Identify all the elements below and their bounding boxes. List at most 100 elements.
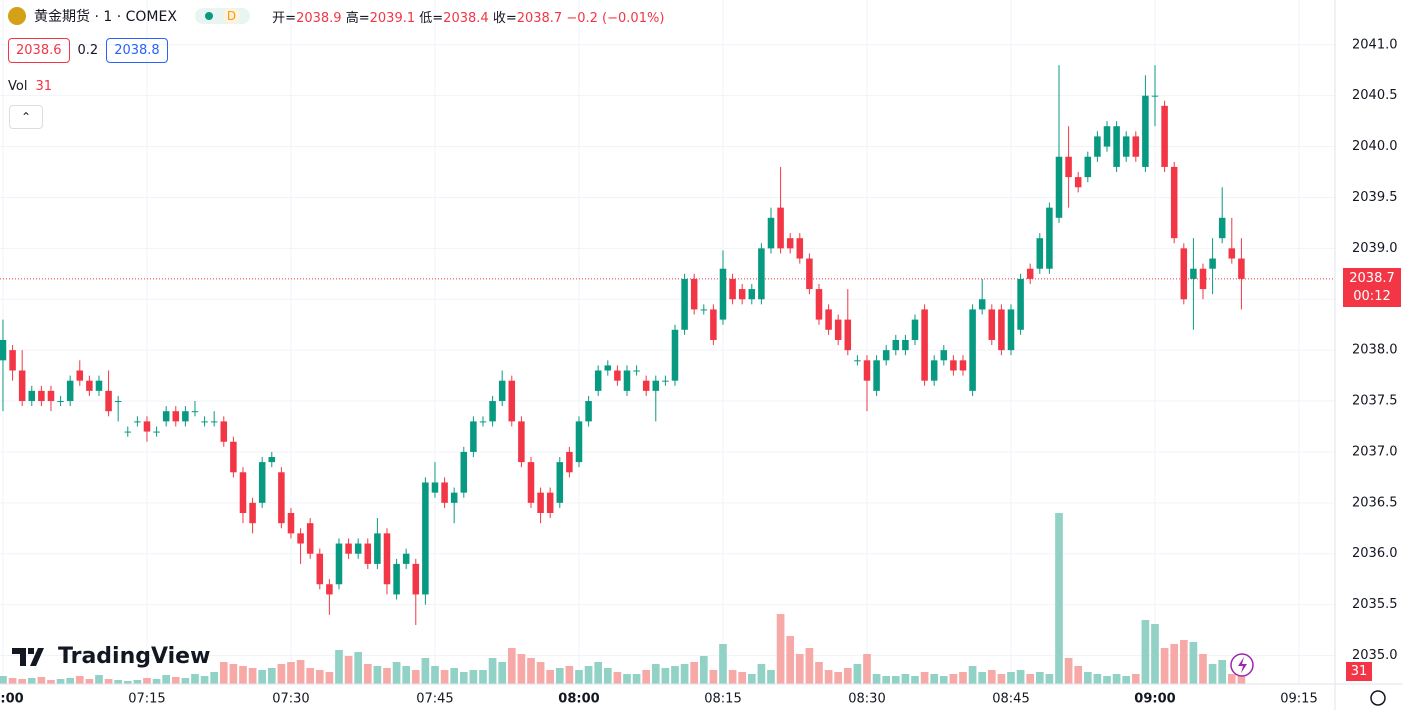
- candle-body: [959, 360, 967, 371]
- candle-body: [172, 411, 180, 422]
- volume-bar: [296, 660, 305, 684]
- buy-button[interactable]: 2038.8: [106, 38, 168, 63]
- collapse-button[interactable]: ⌃: [9, 105, 43, 129]
- settings-button[interactable]: [1370, 690, 1386, 706]
- volume-bar: [594, 662, 603, 684]
- volume-bar: [143, 678, 151, 684]
- grid: [0, 0, 1335, 684]
- candle-body: [95, 380, 103, 391]
- candle-body: [498, 380, 506, 402]
- candle-body: [450, 492, 458, 503]
- candle-body: [854, 360, 861, 362]
- market-status[interactable]: D: [194, 8, 251, 24]
- quote-row: 2038.6 0.2 2038.8: [8, 38, 168, 63]
- candle-body: [585, 401, 592, 422]
- volume-bar: [757, 664, 766, 684]
- volume-bar: [335, 650, 343, 684]
- volume-bar: [671, 666, 679, 684]
- volume-bar: [795, 654, 804, 684]
- sell-button[interactable]: 2038.6: [8, 38, 70, 63]
- candle-body: [0, 339, 7, 361]
- candle-body: [28, 390, 36, 402]
- volume-bar: [882, 676, 891, 684]
- last-price-label: 2038.7 00:12: [1343, 268, 1401, 307]
- candle-body: [1161, 105, 1168, 167]
- volume-bar: [805, 648, 814, 684]
- spread: 0.2: [77, 43, 99, 58]
- candle-body: [537, 492, 544, 513]
- candle-body: [57, 401, 64, 403]
- candle-body: [729, 278, 736, 300]
- candle-body: [719, 268, 727, 320]
- candle-body: [1007, 309, 1015, 351]
- candle-body: [623, 370, 631, 391]
- candle-body: [1046, 207, 1053, 269]
- candle-body: [546, 492, 554, 513]
- candle-body: [278, 472, 285, 524]
- volume-bar: [1103, 676, 1111, 684]
- volume-bar: [709, 670, 718, 684]
- candle-body: [815, 289, 823, 320]
- candle-body: [671, 329, 679, 381]
- candle-body: [796, 238, 804, 259]
- candle-body: [633, 370, 640, 372]
- volume-bar: [834, 672, 843, 684]
- volume-bar: [411, 670, 420, 684]
- volume-bar: [1218, 660, 1227, 684]
- volume-bar: [1179, 640, 1188, 684]
- ohlc-label: 低=: [419, 10, 444, 26]
- volume-bar: [536, 662, 545, 684]
- candle-body: [710, 309, 717, 340]
- candle-body: [1238, 258, 1245, 279]
- volume-bar: [450, 668, 459, 684]
- volume-bar: [479, 670, 487, 684]
- candle-body: [143, 421, 151, 432]
- candle-body: [66, 380, 74, 402]
- volume-bar: [1074, 666, 1083, 684]
- candle-body: [364, 543, 372, 564]
- candle-body: [834, 319, 842, 340]
- volume-bar: [997, 674, 1006, 684]
- candle-body: [681, 278, 688, 330]
- ohlc-label: 高=: [345, 10, 370, 26]
- candle-body: [930, 360, 938, 381]
- x-tick-label: 07:45: [416, 692, 453, 707]
- volume-bar: [1170, 644, 1179, 684]
- volume-bar: [1122, 676, 1131, 684]
- volume-bar: [1199, 654, 1207, 684]
- volume-bar: [690, 662, 699, 684]
- volume-bar: [949, 674, 958, 684]
- volume-bar: [901, 674, 910, 684]
- volume-bar: [18, 679, 27, 684]
- volume-bar: [1151, 624, 1159, 684]
- x-tick-label: 07:15: [128, 692, 165, 707]
- volume-bar: [95, 675, 103, 684]
- candle-body: [575, 421, 583, 463]
- x-tick-label: 09:00: [1134, 692, 1175, 707]
- volume-bar: [575, 670, 583, 684]
- volume-bar: [623, 674, 631, 684]
- volume-bar: [1112, 674, 1121, 684]
- candle-body: [287, 513, 295, 534]
- volume-bar: [1035, 672, 1044, 684]
- candle-body: [220, 421, 228, 442]
- volume-bar: [1208, 664, 1217, 684]
- y-tick-label: 2040.0: [1352, 139, 1398, 154]
- legend-header: 黄金期货 · 1 · COMEX D 开=2038.9 高=2039.1 低=2…: [8, 6, 664, 26]
- candle-body: [191, 411, 199, 413]
- volume-bar: [1083, 672, 1092, 684]
- ohlc-value: 2038.4: [443, 10, 489, 26]
- candle-body: [383, 533, 391, 585]
- candle-body: [1094, 136, 1101, 157]
- candle-body: [998, 309, 1005, 351]
- candle-body: [239, 472, 247, 513]
- volume-bar: [258, 670, 267, 684]
- candle-body: [182, 411, 189, 422]
- volume-pane: [0, 513, 1246, 684]
- candle-body: [662, 380, 669, 382]
- volume-legend: Vol 31: [8, 79, 52, 94]
- volume-bar: [1016, 670, 1025, 684]
- volume-bar: [85, 679, 94, 684]
- volume-bar: [776, 614, 785, 684]
